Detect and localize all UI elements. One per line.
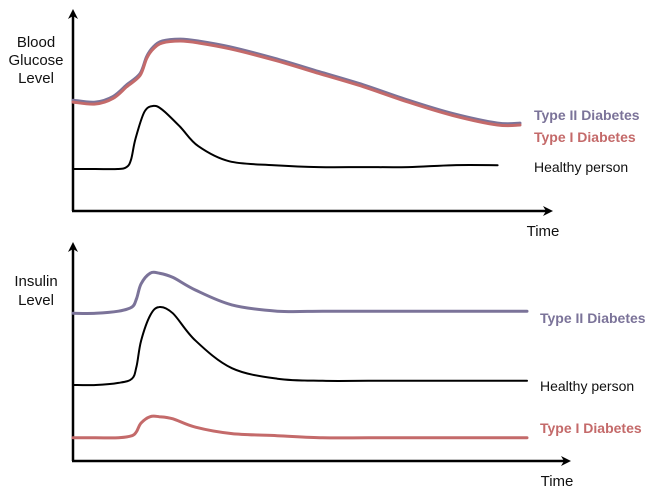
blood-glucose-line-healthy-person (72, 104, 499, 171)
blood-glucose-x-axis-label: Time (527, 223, 560, 240)
series-label-type-i-diabetes: Type I Diabetes (534, 129, 636, 145)
insulin-x-axis-label: Time (541, 473, 574, 490)
insulin-line-type-ii-diabetes (71, 270, 529, 315)
series-label-healthy-person: Healthy person (540, 378, 634, 394)
series-label-type-ii-diabetes: Type II Diabetes (534, 107, 640, 123)
insulin-line-healthy-person (72, 305, 528, 387)
series-label-type-ii-diabetes: Type II Diabetes (540, 310, 646, 326)
blood-glucose-line-type-ii-diabetes (71, 37, 522, 126)
blood-glucose-y-axis-label: Blood Glucose Level (8, 34, 63, 87)
insulin-y-axis-label: Insulin Level (14, 273, 57, 309)
series-label-healthy-person: Healthy person (534, 159, 628, 175)
insulin-chart: Insulin Level Time Type II Diabetes Heal… (14, 242, 646, 490)
series-label-type-i-diabetes: Type I Diabetes (540, 420, 642, 436)
blood-glucose-line-type-i-diabetes (71, 39, 522, 128)
y-axis-label-line: Level (18, 70, 54, 87)
y-axis-label-line: Insulin (14, 273, 57, 290)
y-axis-label-line: Blood (17, 34, 55, 51)
insulin-series (71, 270, 529, 440)
insulin-line-type-i-diabetes (71, 414, 529, 440)
blood-glucose-chart: Blood Glucose Level Time Type II Diabete… (8, 9, 640, 240)
blood-glucose-series (71, 37, 522, 171)
y-axis-label-line: Level (18, 292, 54, 309)
y-axis-label-line: Glucose (8, 52, 63, 69)
